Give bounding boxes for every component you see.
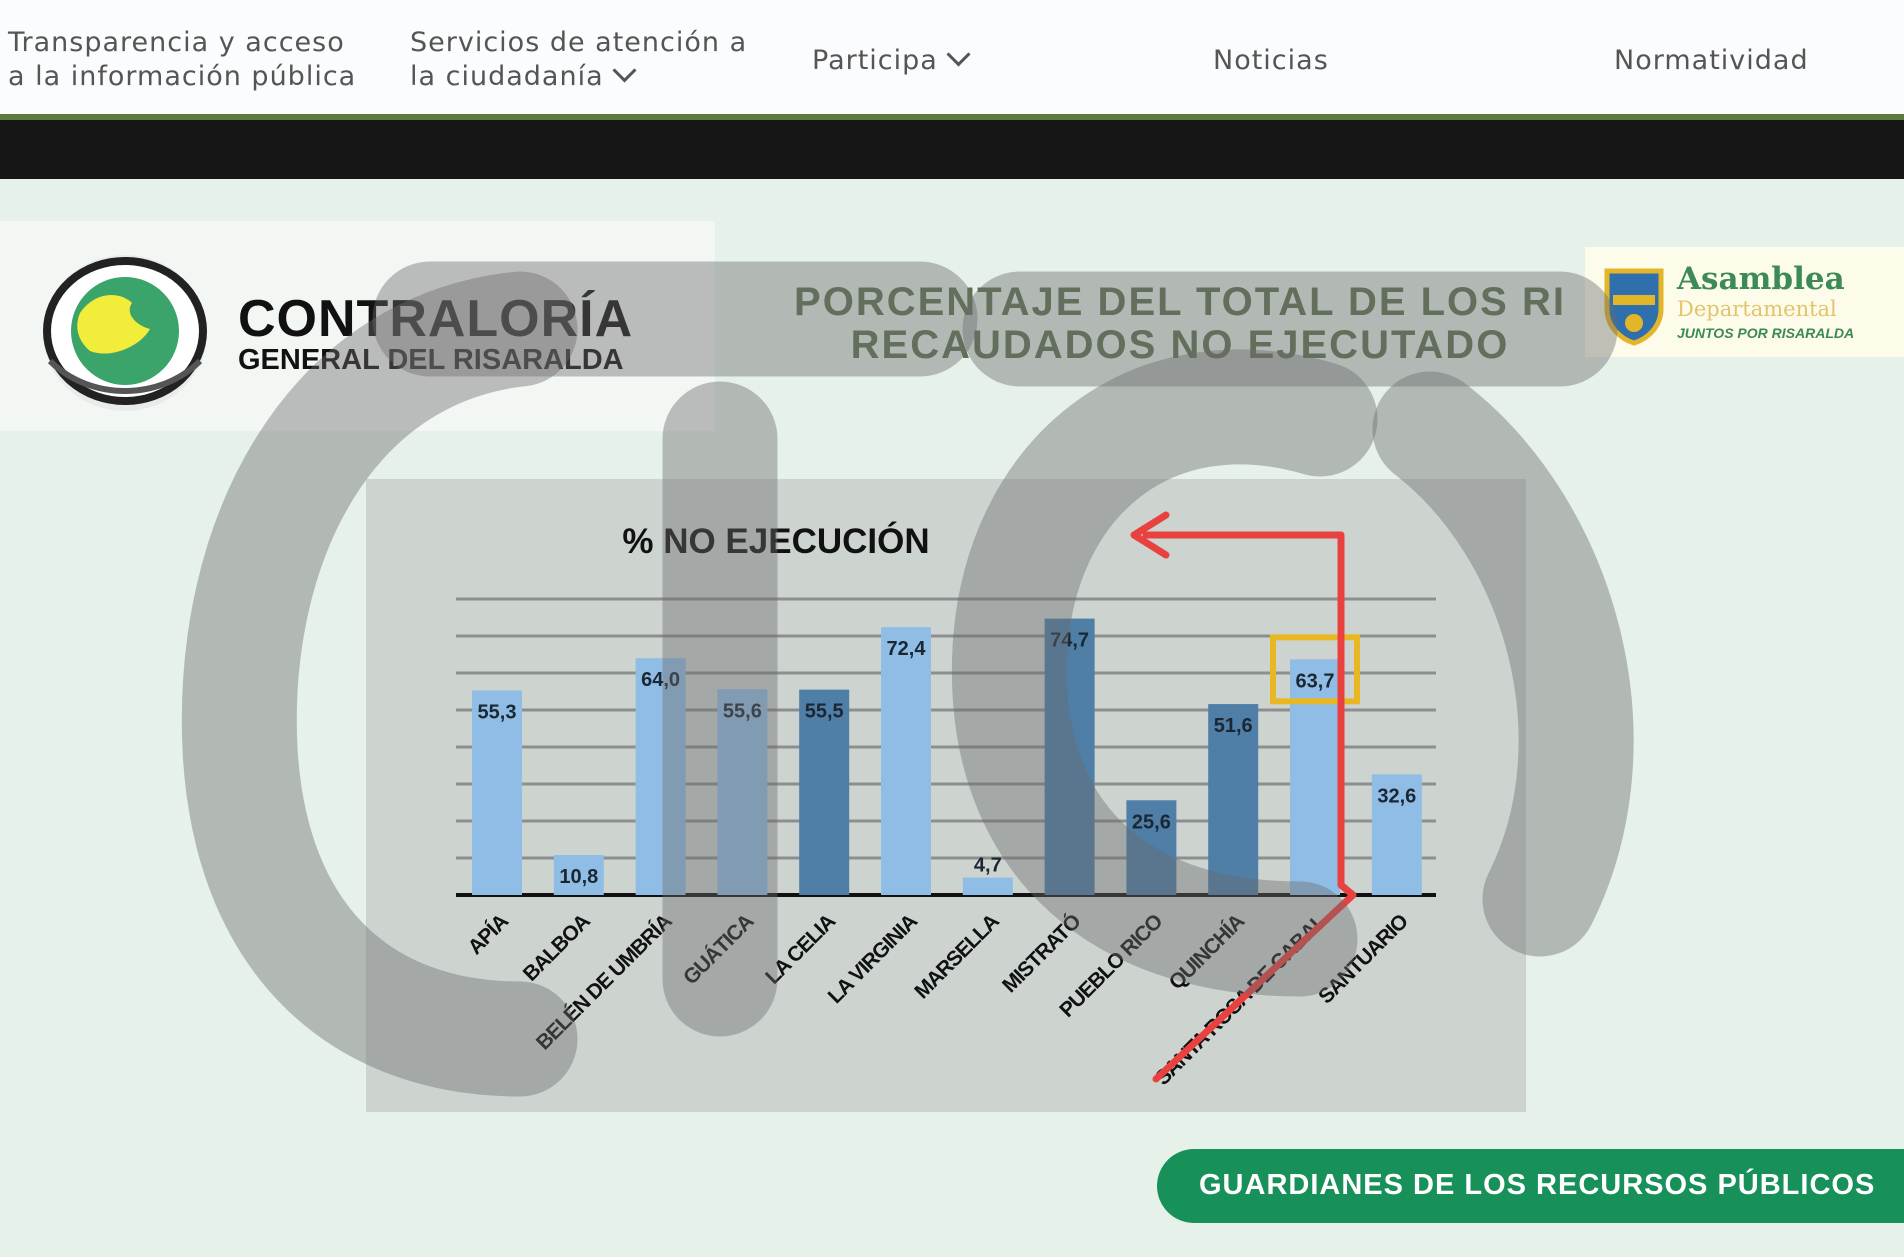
bar-belén-de-umbría xyxy=(635,658,686,895)
bar-quinchía xyxy=(1208,704,1259,895)
bar-santa-rosa-de-cabal xyxy=(1290,659,1340,895)
data-label: 55,3 xyxy=(478,701,517,723)
data-label: 74,7 xyxy=(1050,630,1089,652)
chevron-down-icon[interactable] xyxy=(612,58,637,83)
nav-participa[interactable]: Participa xyxy=(812,42,971,78)
chart-gridlines xyxy=(456,597,1436,897)
contraloria-logo-icon xyxy=(43,255,207,411)
slogan-text: GUARDIANES DE LOS RECURSOS PÚBLICOS xyxy=(1199,1169,1876,1201)
shield-icon xyxy=(1604,268,1664,346)
chart-panel: % NO EJECUCIÓN 55,3 10,8 64,0 55,6 55,5 72,4 4… xyxy=(366,479,1526,1112)
data-label: 32,6 xyxy=(1377,785,1416,807)
bar-la-virginia xyxy=(881,627,931,895)
bar-guática xyxy=(717,689,768,895)
x-tick-label: QUINCHÍA xyxy=(1165,910,1250,995)
slide-title-line2: RECAUDADOS NO EJECUTADO xyxy=(850,323,1510,367)
x-tick-label: LA VIRGINIA xyxy=(824,910,922,1008)
x-tick-label: LA CELIA xyxy=(761,910,840,989)
bar-pueblo-rico xyxy=(1126,800,1177,895)
chart-data-labels: 55,3 10,8 64,0 55,6 55,5 72,4 4,7 74,7 25,6 51,6 6… xyxy=(478,630,1417,888)
x-tick-label: APÍA xyxy=(464,910,514,960)
presentation-slide: CONTRALORÍA GENERAL DEL RISARALDA PORCEN… xyxy=(0,179,1904,1257)
asamblea-title: Asamblea xyxy=(1677,261,1845,297)
nav-transparencia-line1: Transparencia y acceso xyxy=(8,27,345,58)
asamblea-logo: Asamblea Departamental JUNTOS POR RISARA… xyxy=(1585,247,1904,357)
data-label: 72,4 xyxy=(887,638,927,660)
bar-santuario xyxy=(1371,774,1422,895)
nav-noticias[interactable]: Noticias xyxy=(1213,45,1329,76)
slide-title-line1: PORCENTAJE DEL TOTAL DE LOS RI xyxy=(794,280,1566,324)
slogan-banner: GUARDIANES DE LOS RECURSOS PÚBLICOS xyxy=(1157,1149,1904,1223)
x-tick-label: BALBOA xyxy=(519,910,595,986)
data-label: 64,0 xyxy=(641,669,680,691)
x-tick-label: GUÁTICA xyxy=(679,910,759,990)
video-top-bar xyxy=(0,120,1904,179)
red-arrow-line xyxy=(1142,531,1357,1083)
x-tick-label: MISTRATÓ xyxy=(997,909,1085,997)
bar-la-celia xyxy=(799,689,850,895)
data-label: 55,6 xyxy=(723,700,762,722)
bar-balboa xyxy=(553,855,604,895)
nav-servicios[interactable]: Servicios de atención a la ciudadanía xyxy=(410,26,747,94)
brand-name: CONTRALORÍA xyxy=(238,290,634,348)
nav-normatividad[interactable]: Normatividad xyxy=(1614,45,1809,76)
nav-transparencia[interactable]: Transparencia y acceso a la información … xyxy=(8,26,356,94)
chart-title: % NO EJECUCIÓN xyxy=(622,521,929,561)
data-label: 25,6 xyxy=(1132,811,1171,833)
x-tick-label: MARSELLA xyxy=(910,910,1004,1004)
chevron-down-icon[interactable] xyxy=(946,42,971,67)
data-label: 63,7 xyxy=(1296,670,1335,692)
top-navigation: Transparencia y acceso a la información … xyxy=(0,0,1904,120)
bar-mistrató xyxy=(1044,618,1095,895)
nav-transparencia-line2: a la información pública xyxy=(8,61,357,92)
bar-marsella xyxy=(962,877,1013,895)
x-tick-label: BELÉN DE UMBRÍA xyxy=(532,910,677,1055)
chart-bars xyxy=(472,618,1422,895)
bar-apía xyxy=(472,690,522,895)
brand-subtitle: GENERAL DEL RISARALDA xyxy=(238,344,624,376)
bar-chart: % NO EJECUCIÓN 55,3 10,8 64,0 55,6 55,5 72,4 4… xyxy=(456,511,1436,1090)
x-tick-label: SANTUARIO xyxy=(1314,910,1413,1009)
arrow-head-icon xyxy=(1130,511,1170,559)
asamblea-subtitle: Departamental xyxy=(1677,297,1837,321)
chart-annotations xyxy=(1130,511,1360,1083)
data-label: 55,5 xyxy=(805,701,844,723)
data-label: 4,7 xyxy=(974,855,1002,877)
nav-servicios-line1: Servicios de atención a xyxy=(410,27,748,58)
highlight-box xyxy=(1270,634,1360,705)
data-label: 10,8 xyxy=(559,866,598,888)
slide-title: PORCENTAJE DEL TOTAL DE LOS RI RECAUDADO… xyxy=(780,281,1580,367)
asamblea-tagline: JUNTOS POR RISARALDA xyxy=(1677,325,1855,341)
data-label: 51,6 xyxy=(1214,715,1253,737)
nav-participa-label: Participa xyxy=(812,45,938,76)
nav-servicios-line2: la ciudadanía xyxy=(410,61,604,92)
